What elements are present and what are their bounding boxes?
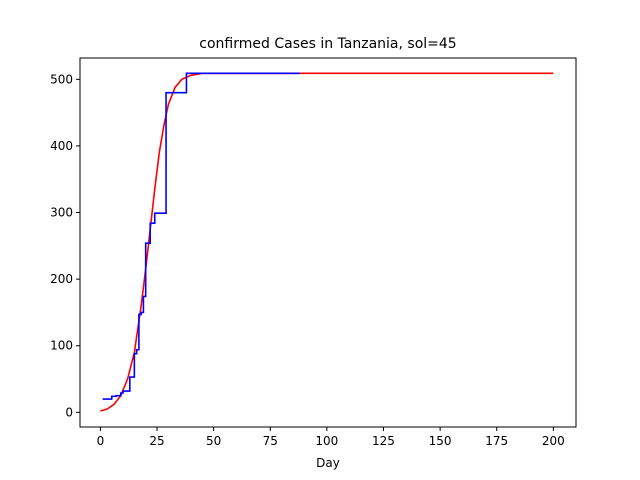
y-tick-label: 200 — [50, 272, 73, 286]
x-tick-label: 150 — [429, 434, 452, 448]
series-line-observed — [102, 72, 300, 400]
y-tick-label: 0 — [65, 405, 73, 419]
y-tick-label: 100 — [50, 339, 73, 353]
x-tick-label: 100 — [315, 434, 338, 448]
x-tick-label: 50 — [206, 434, 221, 448]
y-axis: 0 100 200 300 400 500 — [50, 72, 80, 419]
x-axis: 0 25 50 75 100 125 150 175 200 — [97, 427, 565, 448]
y-tick-label: 300 — [50, 206, 73, 220]
x-tick-label: 25 — [149, 434, 164, 448]
y-tick-label: 500 — [50, 72, 73, 86]
chart-title: confirmed Cases in Tanzania, sol=45 — [199, 36, 456, 52]
x-tick-label: 75 — [263, 434, 278, 448]
plot-frame — [79, 57, 577, 428]
x-tick-label: 175 — [485, 434, 508, 448]
x-tick-label: 125 — [372, 434, 395, 448]
x-tick-label: 200 — [542, 434, 565, 448]
x-tick-label: 0 — [97, 434, 105, 448]
y-tick-label: 400 — [50, 139, 73, 153]
series-line-fitted — [100, 72, 554, 412]
plot-lines — [100, 72, 554, 412]
x-axis-label: Day — [316, 456, 340, 470]
